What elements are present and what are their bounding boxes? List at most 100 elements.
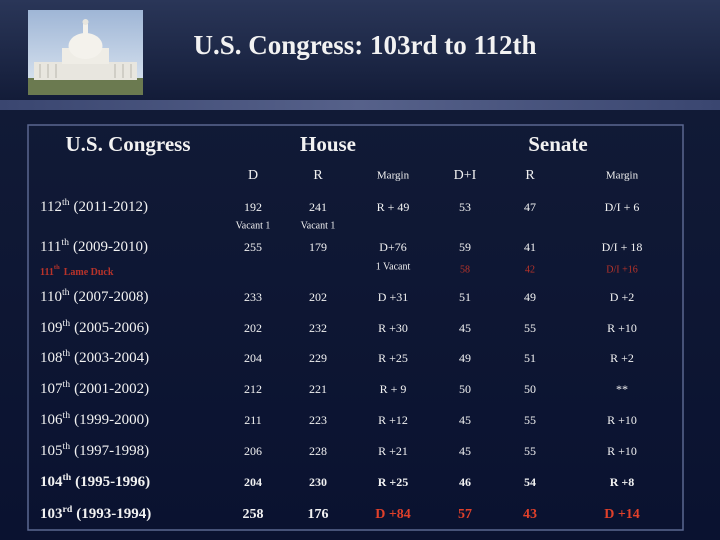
congress-label: 104th (1995-1996)	[40, 472, 150, 490]
column-header: R	[313, 168, 323, 183]
ordinal-suffix: th	[63, 318, 71, 329]
table-frame	[27, 124, 684, 531]
ordinal-suffix: th	[63, 472, 72, 483]
column-header: D	[248, 168, 258, 183]
table-cell: D +2	[610, 290, 634, 304]
column-group-header: House	[300, 132, 356, 156]
table-cell: 255	[244, 240, 262, 254]
table-cell: 204	[244, 351, 262, 365]
table-cell: 47	[524, 200, 536, 214]
congress-label: 110th (2007-2008)	[40, 287, 149, 305]
congress-label: 108th (2003-2004)	[40, 348, 149, 366]
table-cell: 45	[459, 413, 471, 427]
column-header: Margin	[377, 170, 410, 182]
congress-label: 105th (1997-1998)	[40, 441, 149, 459]
congress-label-text: (2005-2006)	[74, 320, 149, 336]
ordinal-suffix: th	[63, 379, 71, 390]
column-header: D+I	[454, 168, 477, 183]
column-group-header: Senate	[528, 132, 588, 156]
ordinal-number: 111	[40, 267, 54, 278]
table-cell: 229	[309, 351, 327, 365]
ordinal-suffix: th	[61, 237, 69, 248]
table-cell: 45	[459, 321, 471, 335]
table-cell: R +2	[610, 351, 634, 365]
cell-note: Vacant 1	[301, 220, 336, 231]
table-cell: 241	[309, 200, 327, 214]
table-cell: D +31	[378, 290, 408, 304]
ordinal-number: 111	[40, 239, 61, 255]
congress-label-text: (2007-2008)	[74, 289, 149, 305]
congress-label: 112th (2011-2012)	[40, 197, 148, 215]
table-cell: 59	[459, 240, 471, 254]
table-cell: R +25	[378, 351, 408, 365]
table-cell: D+76	[379, 240, 406, 254]
ordinal-number: 108	[40, 350, 63, 366]
ordinal-suffix: th	[63, 410, 71, 421]
lame-duck-label-text: Lame Duck	[64, 267, 114, 278]
table-cell: 41	[524, 240, 536, 254]
table-cell: 43	[523, 507, 537, 522]
table-cell: 55	[524, 444, 536, 458]
congress-label-text: (1999-2000)	[74, 412, 149, 428]
table-cell: R +21	[378, 444, 408, 458]
table-cell: 55	[524, 413, 536, 427]
divider-band	[0, 100, 720, 110]
table-cell: R +10	[607, 413, 637, 427]
ordinal-suffix: th	[62, 287, 70, 298]
table-cell: R +30	[378, 321, 408, 335]
table-cell: 258	[243, 507, 264, 522]
table-cell: 179	[309, 240, 327, 254]
table-cell: 51	[459, 290, 471, 304]
table-cell: 204	[244, 475, 262, 489]
congress-label-text: (2003-2004)	[74, 350, 149, 366]
lame-duck-cell: 42	[525, 264, 535, 275]
congress-label-text: (1993-1994)	[76, 506, 151, 522]
lame-duck-cell: 58	[460, 264, 470, 275]
table-cell: R +8	[610, 475, 635, 489]
ordinal-number: 104	[40, 474, 63, 490]
table-cell: R +10	[607, 321, 637, 335]
table-cell: 45	[459, 444, 471, 458]
table-cell: 212	[244, 382, 262, 396]
column-header: Margin	[606, 170, 639, 182]
slide-title: U.S. Congress: 103rd to 112th	[193, 30, 536, 60]
capitol-image	[28, 10, 143, 95]
cell-note: Vacant 1	[236, 220, 271, 231]
ordinal-number: 103	[40, 506, 63, 522]
table-cell: 221	[309, 382, 327, 396]
congress-label-text: (1997-1998)	[74, 443, 149, 459]
table-cell: 192	[244, 200, 262, 214]
table-cell: 228	[309, 444, 327, 458]
ordinal-number: 105	[40, 443, 63, 459]
column-group-header: U.S. Congress	[65, 132, 190, 156]
table-cell: 230	[309, 475, 327, 489]
table-cell: R +10	[607, 444, 637, 458]
table-cell: R +25	[378, 475, 409, 489]
ordinal-number: 109	[40, 320, 63, 336]
table-cell: 51	[524, 351, 536, 365]
table-cell: 176	[308, 507, 329, 522]
congress-label: 103rd (1993-1994)	[40, 504, 151, 522]
cell-note: 1 Vacant	[376, 261, 411, 272]
congress-label: 109th (2005-2006)	[40, 318, 149, 336]
table-cell: D +14	[604, 507, 640, 522]
table-cell: D/I + 6	[605, 200, 640, 214]
congress-label: 111th (2009-2010)	[40, 237, 148, 255]
table-cell: 49	[524, 290, 536, 304]
ordinal-number: 112	[40, 199, 62, 215]
table-cell: 232	[309, 321, 327, 335]
congress-label-text: (1995-1996)	[75, 474, 150, 490]
ordinal-suffix: rd	[63, 504, 73, 515]
congress-label: 106th (1999-2000)	[40, 410, 149, 428]
table-cell: 49	[459, 351, 471, 365]
congress-label-text: (2009-2010)	[73, 239, 148, 255]
table-cell: R + 49	[377, 200, 410, 214]
congress-label-text: (2011-2012)	[74, 199, 148, 215]
congress-label-text: (2001-2002)	[74, 381, 149, 397]
table-cell: **	[616, 382, 628, 396]
ordinal-suffix: th	[63, 441, 71, 452]
lame-duck-cell: D/I +16	[606, 264, 637, 275]
ordinal-number: 107	[40, 381, 63, 397]
table-cell: 206	[244, 444, 262, 458]
table-cell: 57	[458, 507, 472, 522]
